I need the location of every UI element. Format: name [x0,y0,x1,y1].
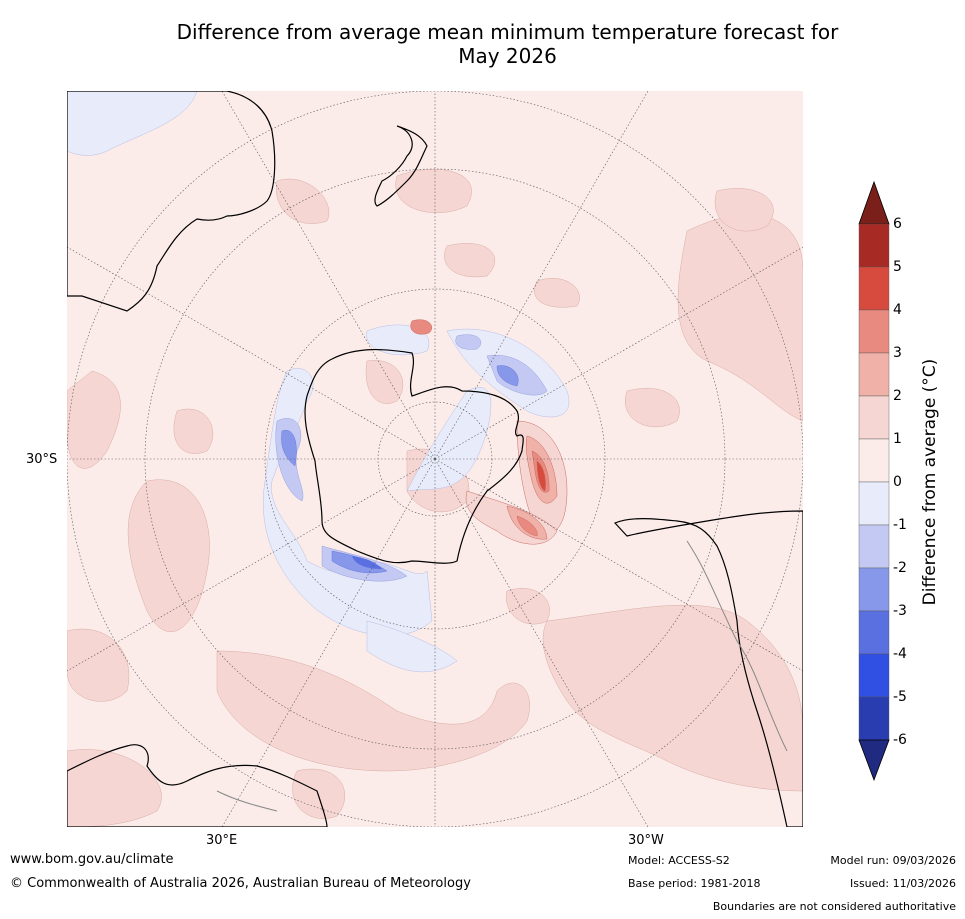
colorbar-bin [858,567,890,612]
colorbar-bin [858,266,890,311]
colorbar-tick-label: 5 [893,259,902,275]
colorbar-tick-label: 2 [893,388,902,404]
colorbar-bin [858,524,890,569]
latitude-label-30s: 30°S [26,452,58,467]
anomaly-patches-0-to-1 [67,169,803,827]
colorbar-over-arrow [858,180,890,225]
colorbar-tick-label: -4 [893,646,907,662]
colorbar-bin [858,395,890,440]
new-zealand-coastline [374,125,428,207]
map-title-line2: May 2026 [458,44,557,68]
colorbar-bin [858,352,890,397]
colorbar-tick-label: -2 [893,560,907,576]
colorbar-tick-label: -3 [893,603,907,619]
footer-disclaimer: Boundaries are not considered authoritat… [712,900,956,913]
africa-coastline [67,744,328,827]
colorbar-tick-label: 4 [893,302,902,318]
colorbar-bin [858,223,890,268]
colorbar-bin [858,653,890,698]
colorbar-tick-label: -1 [893,517,907,533]
australia-coastline [67,91,276,312]
footer-issued: Issued: 11/03/2026 [849,877,956,890]
country-borders [216,540,788,812]
colorbar-tick-label: 0 [893,474,902,490]
footer-copyright: © Commonwealth of Australia 2026, Austra… [10,876,471,891]
colorbar-bin [858,610,890,655]
antarctica-coastline [304,349,524,564]
footer-model-run: Model run: 09/03/2026 [830,854,956,867]
colorbar-bin [858,309,890,354]
footer-base-period: Base period: 1981-2018 [628,877,761,890]
longitude-label-30e: 30°E [206,833,238,848]
colorbar-bin [858,696,890,741]
anomaly-patches-warm-peninsula [410,319,568,545]
anomaly-patches-minus3-to-minus4 [352,556,382,569]
colorbar-bins [858,223,890,741]
colorbar-tick-label: 3 [893,345,902,361]
colorbar-tick-label: 1 [893,431,902,447]
colorbar-tick-label: -6 [893,732,907,748]
colorbar-bin [858,438,890,483]
colorbar-tick-label: -5 [893,689,907,705]
colorbar-under-arrow [858,739,890,782]
colorbar-bin [858,481,890,526]
map-title: Difference from average mean minimum tem… [60,20,955,68]
temperature-anomaly-map [67,91,803,827]
map-title-line1: Difference from average mean minimum tem… [176,20,839,44]
colorbar-title: Difference from average (°C) [920,358,940,606]
colorbar-tick-label: 6 [893,216,902,232]
footer-model: Model: ACCESS-S2 [628,854,730,867]
south-america-coastline [613,510,803,827]
longitude-label-30w: 30°W [628,833,664,848]
colorbar [858,180,890,782]
coastlines [67,91,803,827]
footer-url[interactable]: www.bom.gov.au/climate [10,852,174,867]
